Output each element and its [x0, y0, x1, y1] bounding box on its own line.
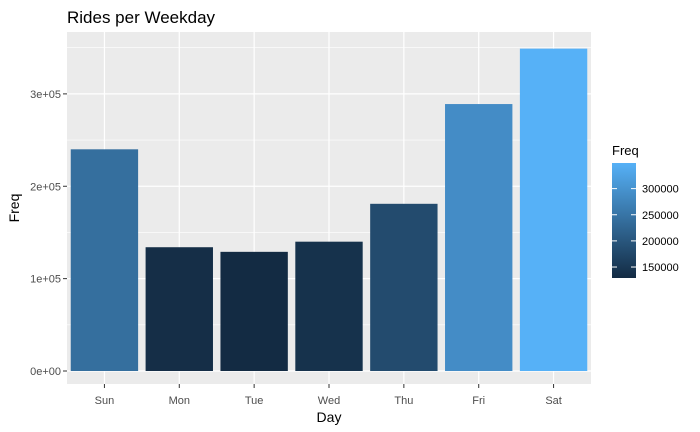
legend-color-bar	[612, 163, 636, 278]
bars	[70, 48, 588, 372]
x-tick-label: Thu	[394, 395, 413, 407]
legend-title: Freq	[612, 143, 639, 158]
x-tick-label: Sat	[545, 395, 562, 407]
y-tick-label: 0e+00	[30, 366, 61, 378]
legend-tick-label: 200000	[642, 236, 679, 248]
legend-tick-label: 150000	[642, 262, 679, 274]
bar-sat	[519, 48, 588, 371]
x-axis-title: Day	[317, 409, 342, 425]
legend-ticks: 150000 200000 250000 300000	[612, 184, 679, 274]
x-tick-label: Sun	[95, 395, 115, 407]
bar-sun	[70, 149, 139, 371]
y-axis: 0e+00 1e+05 2e+05 3e+05	[30, 89, 67, 378]
legend-tick-label: 250000	[642, 210, 679, 222]
color-legend: Freq 150000 200000 250000 300000	[612, 143, 679, 278]
y-tick-label: 3e+05	[30, 89, 61, 101]
bar-thu	[370, 203, 438, 371]
y-tick-label: 2e+05	[30, 181, 61, 193]
bar-mon	[145, 247, 213, 371]
bar-tue	[220, 251, 288, 371]
y-axis-title: Freq	[6, 194, 22, 223]
x-tick-label: Fri	[472, 395, 485, 407]
bar-fri	[445, 104, 513, 372]
x-tick-label: Wed	[318, 395, 340, 407]
chart-title: Rides per Weekday	[67, 8, 216, 27]
x-tick-label: Mon	[169, 395, 190, 407]
y-tick-label: 1e+05	[30, 274, 61, 286]
x-tick-label: Tue	[245, 395, 264, 407]
legend-tick-label: 300000	[642, 184, 679, 196]
bar-wed	[295, 241, 363, 371]
x-axis: Sun Mon Tue Wed Thu Fri Sat	[95, 384, 562, 407]
